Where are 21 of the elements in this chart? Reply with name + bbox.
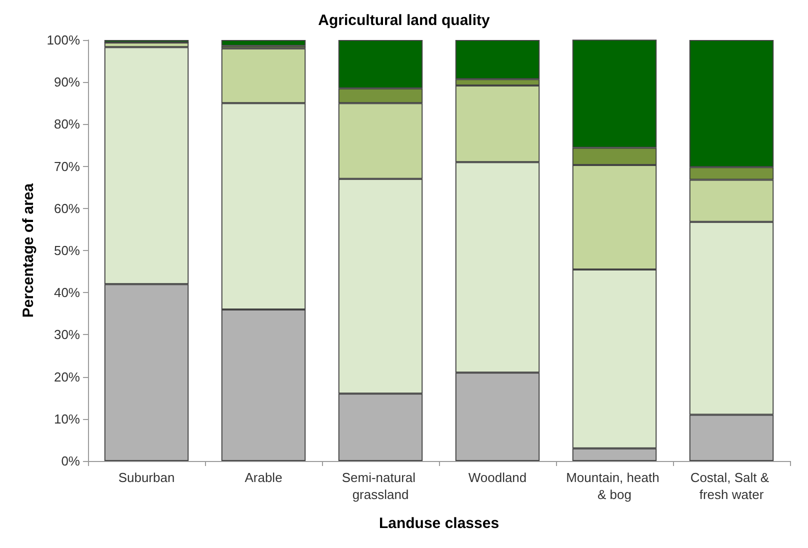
y-tick-label: 100% (46, 32, 80, 48)
chart-title: Agricultural land quality (318, 12, 490, 29)
x-tick-label: Costal, Salt & fresh water (690, 470, 773, 502)
y-tick-label: 60% (54, 200, 80, 216)
x-axis-title: Landuse classes (378, 515, 500, 532)
y-tick-label: 10% (54, 411, 80, 426)
x-tick-label: Woodland (468, 470, 527, 485)
y-tick-label: 70% (54, 158, 80, 174)
y-tick-label: 90% (54, 74, 80, 90)
y-tick-label: 20% (54, 369, 80, 384)
y-tick-label: 50% (54, 243, 80, 258)
x-tick-label: Mountain, heath & bog (566, 470, 663, 502)
x-tick-label: Arable (244, 470, 282, 485)
y-axis-title: Percentage of area (20, 182, 37, 318)
x-tick-label: Suburban (118, 470, 175, 485)
y-tick-label: 40% (54, 285, 80, 300)
y-tick-label: 80% (54, 116, 80, 132)
y-tick-label: 30% (54, 327, 80, 342)
y-tick-label: 0% (61, 454, 80, 468)
x-tick-label: Semi-natural grassland (342, 470, 420, 502)
bar (221, 40, 306, 46)
